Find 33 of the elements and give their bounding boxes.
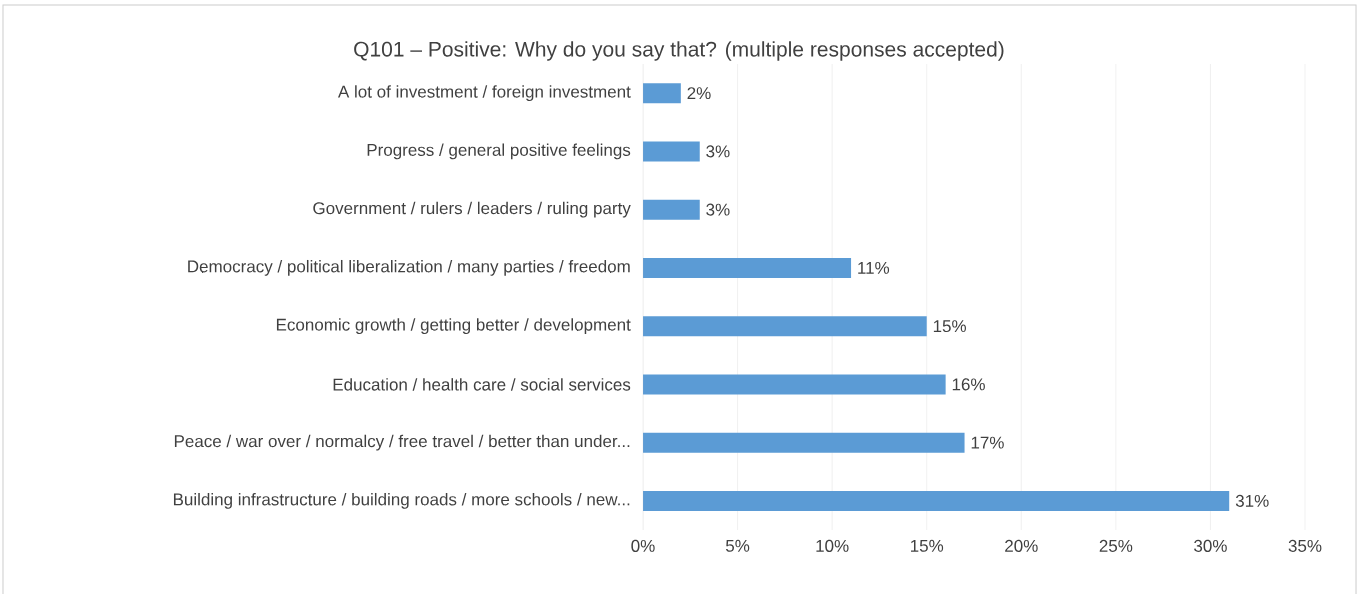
data-label: 31% [1235, 494, 1269, 507]
x-tick-label: 10% [816, 539, 849, 552]
bar [643, 432, 965, 453]
y-tick-label: Economic growth / getting better / development [276, 318, 631, 335]
data-label: 2% [687, 87, 711, 100]
bar [643, 83, 681, 104]
data-label: 3% [706, 203, 730, 216]
y-tick-label: Education / health care / social services [333, 378, 631, 391]
x-tick-label: 0% [631, 539, 655, 552]
bar [643, 257, 852, 278]
y-tick-label: Government / rulers / leaders / ruling party [313, 201, 631, 218]
y-tick-label: Democracy / political liberalization / many parties / freedom [188, 259, 630, 276]
bar [643, 199, 700, 220]
data-label: 11% [858, 261, 890, 274]
data-label: 15% [933, 320, 966, 333]
data-label: 3% [706, 145, 730, 158]
y-tick-label: Building infrastructure / building roads / more schools / new... [173, 492, 630, 509]
x-tick-label: 25% [1099, 539, 1133, 552]
y-tick-label: Peace / war over / normalcy / free travel / better than under... [174, 434, 630, 451]
x-tick-label: 5% [725, 539, 750, 552]
x-tick-label: 20% [1005, 539, 1038, 552]
y-tick-label: A lot of investment / foreign investment [337, 85, 631, 102]
bar [643, 316, 927, 337]
chart-title: Q101 – Positive: Why do you say that? (multiple responses accepted) [354, 41, 1004, 61]
data-label: 17% [971, 436, 1004, 449]
bar [643, 141, 700, 162]
y-tick-label: Progress / general positive feelings [367, 143, 631, 160]
data-label: 16% [952, 378, 985, 391]
x-tick-label: 30% [1194, 539, 1227, 552]
x-tick-label: 15% [911, 539, 944, 552]
bar [643, 490, 1230, 511]
bar [643, 374, 946, 395]
x-tick-label: 35% [1288, 539, 1322, 552]
